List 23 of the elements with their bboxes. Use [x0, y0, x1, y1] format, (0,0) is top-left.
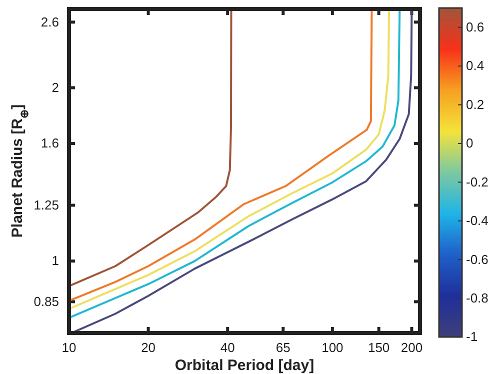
- color-bar-label: -0.6: [466, 252, 488, 267]
- color-bar-label: -0.4: [466, 213, 488, 228]
- x-tick-label: 150: [368, 340, 390, 356]
- y-tick-label: 0.85: [34, 294, 59, 309]
- color-bar-label: 0.6: [466, 20, 484, 35]
- y-tick-label: 1: [52, 253, 59, 268]
- x-axis-title: Orbital Period [day]: [174, 357, 314, 374]
- x-tick-label: 20: [141, 340, 156, 356]
- x-tick-label: 40: [220, 340, 235, 356]
- color-bar-label: -1: [466, 329, 478, 344]
- x-tick-label: 100: [322, 340, 344, 356]
- y-tick-label: 1.25: [34, 197, 59, 212]
- color-bar-label: 0.4: [466, 58, 484, 74]
- color-bar-label: -0.8: [466, 290, 488, 306]
- color-bar-label: 0: [466, 136, 474, 151]
- color-bar-label: -0.2: [466, 174, 488, 190]
- x-tick-label: 65: [276, 340, 290, 356]
- y-tick-label: 1.6: [40, 136, 59, 151]
- color-bar-label: 0.2: [466, 96, 484, 112]
- y-tick-label: 2.6: [40, 14, 59, 30]
- x-tick-label: 200: [400, 340, 423, 356]
- y-tick-label: 2: [52, 80, 59, 95]
- x-tick-label: 10: [62, 340, 76, 356]
